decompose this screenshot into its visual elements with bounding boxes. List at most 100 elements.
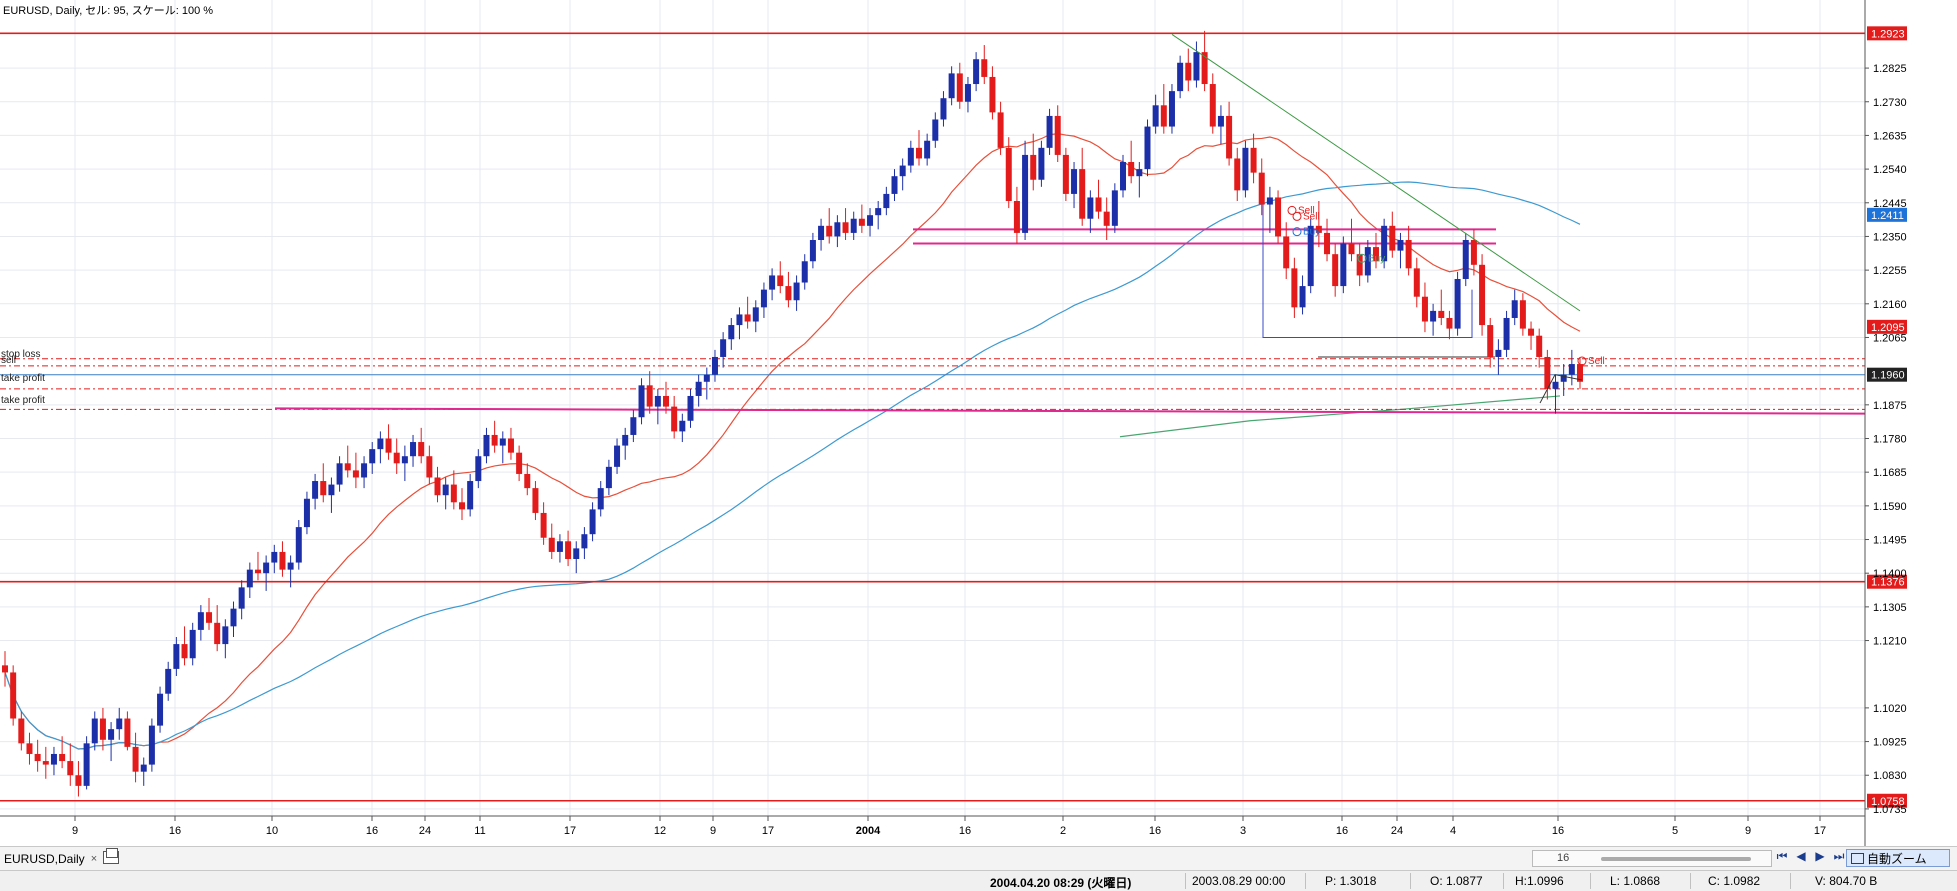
candle (858, 204, 865, 233)
price-tick-label: 1.1590 (1873, 501, 1907, 513)
candle-body (410, 442, 417, 457)
candle-body (1120, 162, 1127, 191)
scroll-position-label: 16 (1557, 852, 1570, 864)
scroll-thumb[interactable] (1601, 857, 1751, 861)
candle (687, 388, 694, 428)
candle-body (2, 665, 8, 673)
candle-body (1071, 169, 1078, 194)
candle-body (842, 222, 849, 233)
candle-body (50, 753, 57, 765)
close-icon[interactable]: × (90, 853, 98, 865)
candle-body (1038, 147, 1045, 180)
candle-body (328, 484, 335, 496)
candle (108, 722, 115, 762)
candle-body (1291, 268, 1298, 308)
time-tick-label: 16 (1336, 825, 1348, 837)
time-tick-label: 9 (72, 825, 78, 837)
candle-body (516, 452, 523, 474)
candle-body (148, 725, 155, 765)
candle-body (1136, 169, 1143, 177)
candle (418, 427, 425, 464)
candle (997, 101, 1004, 155)
candle-body (1430, 310, 1437, 322)
autozoom-button[interactable]: 自動ズーム (1846, 849, 1950, 867)
prev-icon[interactable]: ◀ (1796, 849, 1806, 863)
candle-body (450, 484, 457, 503)
candle-body (867, 215, 874, 226)
price-tick-label: 1.1400 (1873, 568, 1907, 580)
candle (671, 395, 678, 439)
window-tile-icon[interactable] (103, 848, 119, 864)
candle (10, 665, 17, 726)
candle (426, 445, 433, 485)
candle-body (589, 509, 596, 535)
candle (507, 427, 514, 460)
candle-body (532, 488, 539, 513)
candle-body (981, 59, 988, 77)
candle-body (638, 385, 645, 418)
status-bar: 2004.04.20 08:29 (火曜日) 2003.08.29 00:00 … (0, 870, 1957, 891)
price-tick-label: 1.2540 (1873, 164, 1907, 176)
candle-body (1168, 91, 1175, 127)
candle-body (401, 456, 408, 464)
candle-body (605, 466, 612, 489)
candle-body (973, 59, 980, 85)
next-icon[interactable]: ▶ (1815, 849, 1825, 863)
candle (1152, 94, 1159, 134)
candle-body (940, 98, 947, 120)
price-chart[interactable]: 1.2923 1.1376 1.0758 1.2411 1.2095 1.1960 stop… (0, 0, 1957, 846)
candle (818, 218, 825, 251)
candle (140, 757, 147, 786)
time-tick-label: 16 (1552, 825, 1564, 837)
candle-body (214, 622, 221, 645)
candle (475, 449, 482, 489)
candle-body (1022, 154, 1029, 233)
candle (932, 112, 939, 148)
candle (638, 378, 645, 425)
candle (1120, 154, 1127, 198)
candle-body (1030, 154, 1037, 180)
chart-scrollbar[interactable]: 16 (1532, 850, 1772, 867)
chart-background (0, 0, 1957, 846)
candle-body (157, 693, 164, 726)
candle-body (1307, 225, 1314, 287)
candle-body (1364, 247, 1371, 276)
candle-body (1577, 364, 1583, 382)
chart-tab[interactable]: EURUSD,Daily × (0, 849, 101, 869)
candle-body (369, 449, 376, 464)
candle-body (671, 406, 678, 432)
price-axis: 1.2825 1.2730 1.2635 1.2540 1.2445 1.2350 1.22… (1864, 0, 1907, 846)
time-tick-label: 24 (1391, 825, 1403, 837)
time-tick-label: 5 (1672, 825, 1678, 837)
last-icon[interactable]: ⏭ (1833, 849, 1845, 863)
candle (565, 530, 572, 567)
candle-body (548, 537, 555, 552)
candle (328, 477, 335, 513)
candle (679, 413, 686, 443)
candle (1005, 137, 1012, 209)
candle (1470, 229, 1477, 276)
first-icon[interactable]: ⏮ (1776, 849, 1788, 863)
status-high: H:1.0996 (1515, 874, 1564, 888)
candle-body (442, 484, 449, 496)
candle-body (695, 381, 702, 396)
candle (206, 598, 213, 630)
candle-body (140, 764, 147, 772)
candle-body (1258, 172, 1265, 205)
time-tick-label: 16 (366, 825, 378, 837)
candle (393, 438, 400, 474)
autozoom-label: 自動ズーム (1867, 851, 1927, 866)
candle-body (622, 434, 629, 446)
candle-body (1103, 211, 1110, 226)
time-tick-label: 16 (959, 825, 971, 837)
candle-body (173, 644, 180, 669)
candle (1454, 271, 1461, 336)
candle (1560, 364, 1567, 396)
candle (1185, 48, 1192, 92)
candle (1062, 147, 1069, 202)
candle (1519, 293, 1526, 336)
price-tag (1867, 793, 1907, 808)
grid (0, 0, 1865, 816)
price-tick-label: 1.2445 (1873, 198, 1907, 210)
